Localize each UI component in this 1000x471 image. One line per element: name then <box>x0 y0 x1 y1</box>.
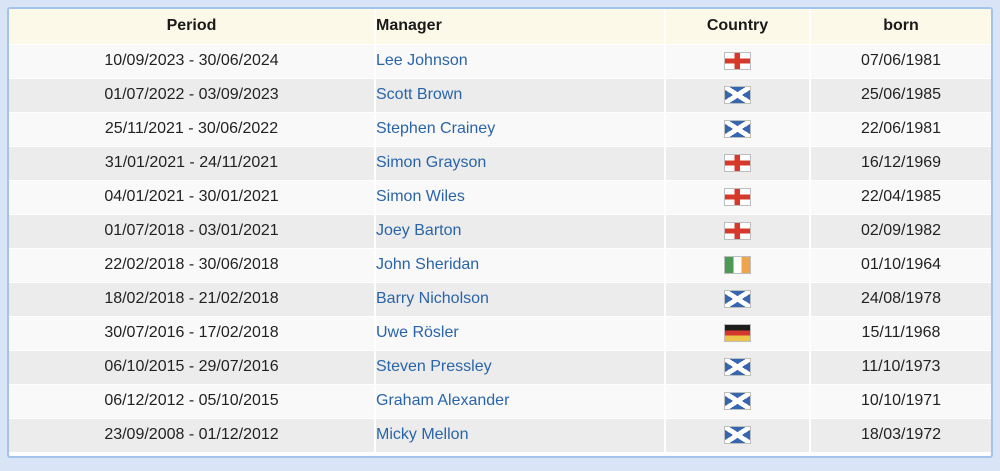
country-cell <box>665 418 811 453</box>
manager-cell: Simon Grayson <box>375 146 666 181</box>
manager-link[interactable]: Stephen Crainey <box>376 120 496 137</box>
period-cell: 01/07/2022 - 03/09/2023 <box>9 78 376 113</box>
period-cell: 04/01/2021 - 30/01/2021 <box>9 180 376 215</box>
country-cell <box>665 316 811 351</box>
table-row: 23/09/2008 - 01/12/2012 Micky Mellon 18/03… <box>9 418 991 453</box>
born-cell: 25/06/1985 <box>810 78 991 113</box>
period-cell: 06/10/2015 - 29/07/2016 <box>9 350 376 385</box>
born-cell: 01/10/1964 <box>810 248 991 283</box>
header-country: Country <box>665 9 811 45</box>
table-row: 10/09/2023 - 30/06/2024 Lee Johnson 07/06/… <box>9 44 991 79</box>
manager-cell: Scott Brown <box>375 78 666 113</box>
born-cell: 11/10/1973 <box>810 350 991 385</box>
manager-link[interactable]: Barry Nicholson <box>376 290 489 307</box>
born-cell: 24/08/1978 <box>810 282 991 317</box>
flag-scotland-icon <box>724 85 751 104</box>
table-row: 01/07/2022 - 03/09/2023 Scott Brown 25/06/… <box>9 78 991 113</box>
country-cell <box>665 112 811 147</box>
flag-england-icon <box>724 221 751 240</box>
manager-link[interactable]: Lee Johnson <box>376 52 468 69</box>
flag-england-icon <box>724 187 751 206</box>
manager-cell: Steven Pressley <box>375 350 666 385</box>
period-cell: 18/02/2018 - 21/02/2018 <box>9 282 376 317</box>
managers-table: Period Manager Country born 10/09/2023 -… <box>9 9 991 453</box>
table-row: 06/12/2012 - 05/10/2015 Graham Alexander 1… <box>9 384 991 419</box>
period-cell: 22/02/2018 - 30/06/2018 <box>9 248 376 283</box>
born-cell: 22/04/1985 <box>810 180 991 215</box>
period-cell: 30/07/2016 - 17/02/2018 <box>9 316 376 351</box>
flag-scotland-icon <box>724 391 751 410</box>
country-cell <box>665 248 811 283</box>
manager-cell: Joey Barton <box>375 214 666 249</box>
manager-cell: Graham Alexander <box>375 384 666 419</box>
born-cell: 22/06/1981 <box>810 112 991 147</box>
period-cell: 01/07/2018 - 03/01/2021 <box>9 214 376 249</box>
flag-england-icon <box>724 153 751 172</box>
period-cell: 06/12/2012 - 05/10/2015 <box>9 384 376 419</box>
content-panel: Period Manager Country born 10/09/2023 -… <box>7 7 993 458</box>
managers-table-header: Period Manager Country born <box>9 9 991 45</box>
manager-cell: John Sheridan <box>375 248 666 283</box>
header-manager: Manager <box>375 9 666 45</box>
table-row: 01/07/2018 - 03/01/2021 Joey Barton 02/09/… <box>9 214 991 249</box>
born-cell: 15/11/1968 <box>810 316 991 351</box>
manager-link[interactable]: Uwe Rösler <box>376 324 459 341</box>
manager-link[interactable]: Micky Mellon <box>376 426 469 443</box>
born-cell: 16/12/1969 <box>810 146 991 181</box>
manager-link[interactable]: Joey Barton <box>376 222 462 239</box>
table-row: 31/01/2021 - 24/11/2021 Simon Grayson 16/1… <box>9 146 991 181</box>
born-cell: 18/03/1972 <box>810 418 991 453</box>
flag-england-icon <box>724 51 751 70</box>
flag-ireland-icon <box>724 255 751 274</box>
period-cell: 31/01/2021 - 24/11/2021 <box>9 146 376 181</box>
table-row: 25/11/2021 - 30/06/2022 Stephen Crainey 22… <box>9 112 991 147</box>
manager-link[interactable]: Graham Alexander <box>376 392 510 409</box>
table-row: 30/07/2016 - 17/02/2018 Uwe Rösler 15/11/1… <box>9 316 991 351</box>
table-row: 22/02/2018 - 30/06/2018 John Sheridan 01/1… <box>9 248 991 283</box>
table-row: 04/01/2021 - 30/01/2021 Simon Wiles 22/04/… <box>9 180 991 215</box>
manager-cell: Uwe Rösler <box>375 316 666 351</box>
manager-link[interactable]: Simon Grayson <box>376 154 487 171</box>
header-row: Period Manager Country born <box>9 9 991 45</box>
manager-cell: Lee Johnson <box>375 44 666 79</box>
country-cell <box>665 282 811 317</box>
country-cell <box>665 78 811 113</box>
country-cell <box>665 384 811 419</box>
period-cell: 25/11/2021 - 30/06/2022 <box>9 112 376 147</box>
country-cell <box>665 214 811 249</box>
country-cell <box>665 180 811 215</box>
manager-cell: Stephen Crainey <box>375 112 666 147</box>
manager-link[interactable]: John Sheridan <box>376 256 480 273</box>
country-cell <box>665 44 811 79</box>
table-row: 18/02/2018 - 21/02/2018 Barry Nicholson 24… <box>9 282 991 317</box>
table-row: 06/10/2015 - 29/07/2016 Steven Pressley 11… <box>9 350 991 385</box>
managers-table-body: 10/09/2023 - 30/06/2024 Lee Johnson 07/06/… <box>9 44 991 453</box>
manager-link[interactable]: Steven Pressley <box>376 358 492 375</box>
born-cell: 02/09/1982 <box>810 214 991 249</box>
manager-link[interactable]: Scott Brown <box>376 86 463 103</box>
period-cell: 10/09/2023 - 30/06/2024 <box>9 44 376 79</box>
header-born: born <box>810 9 991 45</box>
manager-link[interactable]: Simon Wiles <box>376 188 465 205</box>
flag-scotland-icon <box>724 425 751 444</box>
flag-scotland-icon <box>724 289 751 308</box>
manager-cell: Micky Mellon <box>375 418 666 453</box>
header-period: Period <box>9 9 376 45</box>
born-cell: 07/06/1981 <box>810 44 991 79</box>
period-cell: 23/09/2008 - 01/12/2012 <box>9 418 376 453</box>
country-cell <box>665 350 811 385</box>
manager-cell: Barry Nicholson <box>375 282 666 317</box>
flag-germany-icon <box>724 323 751 342</box>
manager-cell: Simon Wiles <box>375 180 666 215</box>
country-cell <box>665 146 811 181</box>
born-cell: 10/10/1971 <box>810 384 991 419</box>
flag-scotland-icon <box>724 357 751 376</box>
flag-scotland-icon <box>724 119 751 138</box>
